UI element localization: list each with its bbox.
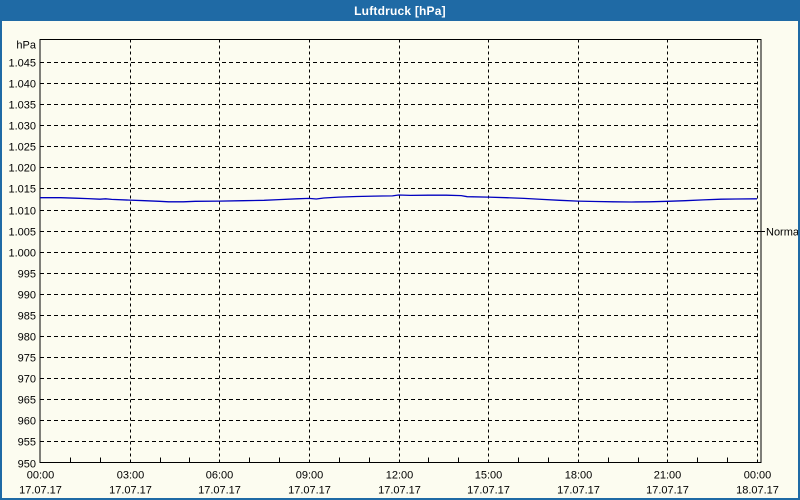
window-title: Luftdruck [hPa]	[354, 4, 446, 18]
x-tick-time-label: 12:00	[386, 470, 414, 482]
x-tick-date-label: 17.07.17	[19, 485, 62, 497]
x-tick-date-label: 17.07.17	[646, 485, 689, 497]
y-tick-label: 1.020	[8, 163, 36, 175]
x-tick-time-label: 09:00	[296, 470, 324, 482]
x-tick-date-label: 17.07.17	[378, 485, 421, 497]
y-tick-label: 1.040	[8, 79, 36, 91]
y-tick-label: 990	[18, 290, 36, 302]
x-tick-time-label: 06:00	[206, 470, 234, 482]
y-tick-label: 1.025	[8, 142, 36, 154]
x-tick-date-label: 17.07.17	[109, 485, 152, 497]
y-axis-unit-label: hPa	[16, 40, 36, 52]
y-tick-label: 970	[18, 374, 36, 386]
y-tick-label: 950	[18, 459, 36, 471]
x-tick-time-label: 00:00	[744, 470, 772, 482]
plot-border	[39, 39, 762, 463]
normal-marker-label: Normal	[766, 227, 798, 239]
x-tick-time-label: 18:00	[565, 470, 593, 482]
y-tick-label: 1.010	[8, 206, 36, 218]
y-tick-label: 1.045	[8, 58, 36, 70]
y-tick-label: 955	[18, 437, 36, 449]
x-tick-time-label: 15:00	[475, 470, 503, 482]
window-titlebar: Luftdruck [hPa]	[2, 2, 798, 21]
y-tick-label: 975	[18, 353, 36, 365]
y-tick-label: 980	[18, 332, 36, 344]
x-tick-date-label: 17.07.17	[198, 485, 241, 497]
x-tick-date-label: 17.07.17	[467, 485, 510, 497]
pressure-line	[40, 194, 758, 203]
y-tick-label: 1.005	[8, 227, 36, 239]
y-tick-label: 985	[18, 311, 36, 323]
x-tick-date-label: 17.07.17	[557, 485, 600, 497]
x-tick-time-label: 21:00	[654, 470, 682, 482]
y-tick-label: 995	[18, 269, 36, 281]
y-tick-label: 965	[18, 395, 36, 407]
y-tick-label: 960	[18, 416, 36, 428]
y-tick-label: 1.035	[8, 100, 36, 112]
y-tick-label: 1.015	[8, 184, 36, 196]
x-tick-date-label: 17.07.17	[288, 485, 331, 497]
y-tick-label: 1.000	[8, 248, 36, 260]
chart-area: 1.045 1.040 1.035 1.030 1.025 1.020 1.015 1.010…	[2, 21, 798, 498]
x-tick-time-label: 00:00	[27, 470, 55, 482]
pressure-chart: 1.045 1.040 1.035 1.030 1.025 1.020 1.015 1.010…	[8, 39, 798, 497]
x-tick-date-label: 18.07.17	[736, 485, 779, 497]
x-tick-time-label: 03:00	[117, 470, 145, 482]
y-tick-label: 1.030	[8, 121, 36, 133]
